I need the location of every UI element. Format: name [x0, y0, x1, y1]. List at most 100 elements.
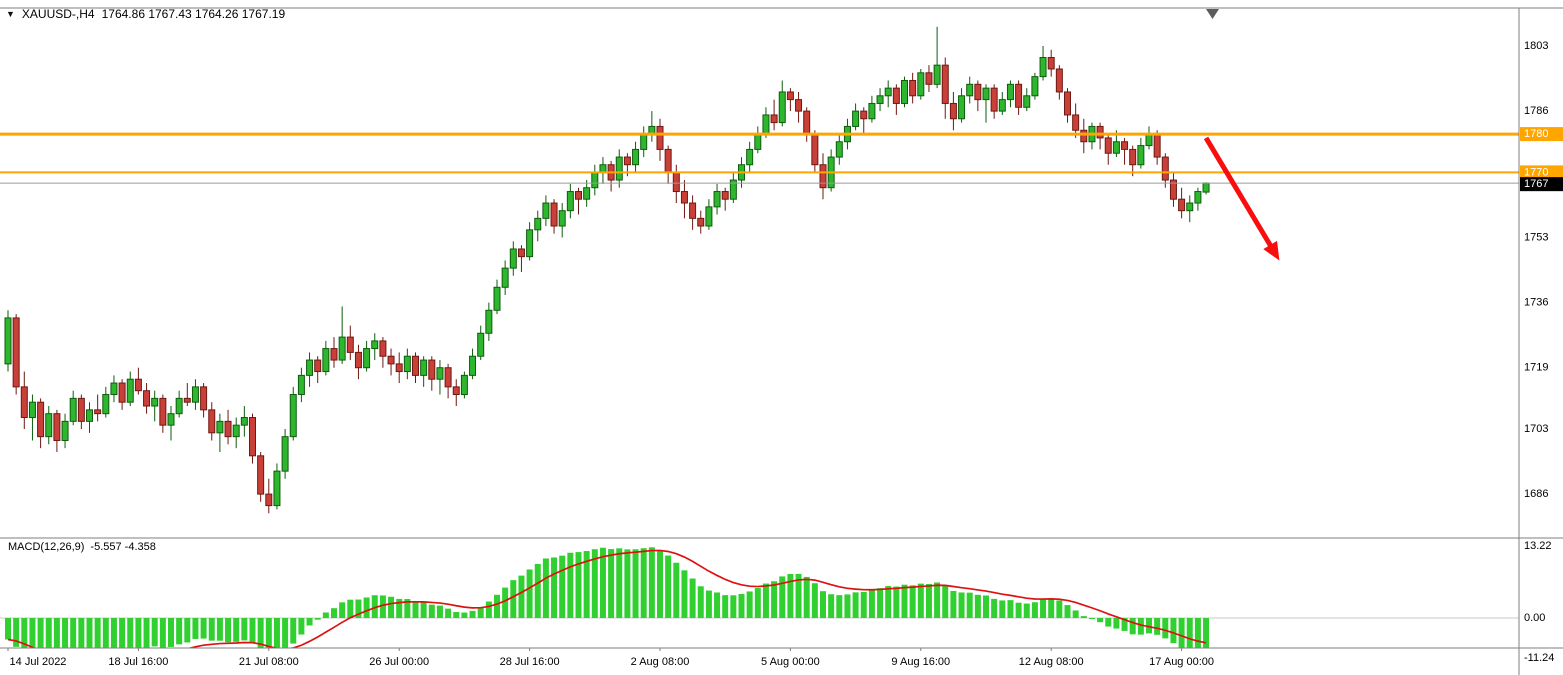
- macd-scale-min: -11.24: [1524, 652, 1554, 664]
- macd-indicator-label: MACD(12,26,9) -5.557 -4.358: [8, 541, 156, 553]
- candle-up: [933, 26, 941, 89]
- candle-down: [354, 344, 362, 380]
- macd-name: MACD(12,26,9): [8, 541, 85, 553]
- symbol-timeframe-label: XAUUSD-,H4: [21, 7, 95, 21]
- price-axis-label: 1703: [1524, 423, 1548, 435]
- candle-up: [273, 463, 281, 510]
- candle-up: [566, 183, 574, 219]
- price-axis-label: 1719: [1524, 362, 1548, 374]
- candle-down: [1015, 80, 1023, 115]
- symbol-dropdown-icon[interactable]: ▼: [6, 8, 15, 19]
- candle-up: [61, 413, 69, 449]
- candle-down: [53, 409, 61, 452]
- candle-up: [175, 390, 183, 418]
- candle-down: [118, 379, 126, 410]
- candle-down: [134, 367, 142, 395]
- candle-down: [12, 314, 20, 395]
- candle-down: [1161, 153, 1169, 188]
- candle-down: [892, 84, 900, 115]
- time-axis-label: 28 Jul 16:00: [500, 656, 560, 668]
- macd-values: -5.557 -4.358: [90, 541, 156, 553]
- candle-up: [1186, 195, 1194, 223]
- candle-down: [949, 91, 957, 131]
- candle-down: [680, 180, 688, 219]
- candle-up: [1023, 88, 1031, 112]
- candle-down: [1169, 172, 1177, 207]
- price-axis-label: 1786: [1524, 105, 1548, 117]
- candle-up: [713, 183, 721, 215]
- candle-down: [159, 394, 167, 433]
- candle-down: [314, 356, 322, 384]
- candle-down: [143, 383, 151, 414]
- level-price-tag-1780: 1780: [1520, 127, 1563, 142]
- candle-down: [224, 409, 232, 445]
- candle-up: [982, 84, 990, 123]
- candle-up: [281, 429, 289, 479]
- candle-down: [387, 348, 395, 376]
- candle-down: [257, 451, 265, 502]
- candle-up: [884, 80, 892, 108]
- candle-down: [819, 153, 827, 200]
- candle-up: [191, 379, 199, 410]
- candle-down: [689, 195, 697, 230]
- price-axis-label: 1686: [1524, 488, 1548, 500]
- time-axis-label: 17 Aug 00:00: [1149, 656, 1214, 668]
- time-axis-label: 12 Aug 08:00: [1019, 656, 1084, 668]
- candle-up: [28, 394, 36, 441]
- macd-scale[interactable]: 13.22 0.00 -11.24: [1524, 540, 1554, 664]
- candle-down: [183, 383, 191, 407]
- candle-up: [583, 180, 591, 207]
- candle-down: [925, 65, 933, 92]
- candle-down: [444, 363, 452, 399]
- candle-down: [1121, 137, 1129, 165]
- candle-down: [990, 84, 998, 119]
- candle-up: [542, 195, 550, 227]
- candle-up: [371, 333, 379, 361]
- candle-up: [86, 402, 93, 433]
- candle-up: [436, 360, 444, 395]
- svg-text:1770: 1770: [1524, 166, 1548, 178]
- candle-down: [379, 337, 387, 368]
- ohlc-readout: 1764.86 1767.43 1764.26 1767.19: [101, 7, 286, 21]
- candle-down: [428, 356, 436, 391]
- candle-up: [45, 406, 53, 445]
- candle-up: [485, 302, 493, 341]
- candle-down: [1055, 65, 1063, 100]
- chart-title-bar: ▼ XAUUSD-,H4 1764.86 1767.43 1764.26 176…: [6, 7, 285, 21]
- candle-down: [265, 478, 273, 514]
- macd-histogram: [5, 547, 1210, 648]
- svg-text:1780: 1780: [1524, 128, 1548, 140]
- price-axis-label: 1753: [1524, 232, 1548, 244]
- candle-up: [1006, 80, 1014, 108]
- candle-up: [338, 306, 346, 364]
- candle-up: [705, 199, 713, 230]
- candle-up: [216, 413, 224, 452]
- candle-down: [452, 379, 460, 407]
- candle-up: [240, 406, 248, 437]
- candle-down: [208, 402, 216, 441]
- candle-down: [974, 80, 982, 112]
- candle-down: [200, 383, 208, 418]
- trend-arrow[interactable]: [1203, 136, 1280, 261]
- candle-up: [998, 91, 1006, 115]
- candle-down: [550, 199, 558, 234]
- time-axis[interactable]: 14 Jul 2022 18 Jul 16:00 21 Jul 08:00 26 Ju…: [7, 648, 1214, 668]
- candle-down: [575, 187, 582, 215]
- candle-up: [322, 340, 330, 376]
- shift-end-marker-icon[interactable]: [1206, 9, 1219, 19]
- candle-up: [110, 375, 118, 403]
- candle-down: [697, 210, 705, 234]
- candle-down: [1178, 187, 1186, 219]
- candle-up: [1194, 187, 1202, 211]
- candle-up: [306, 352, 314, 387]
- candle-down: [517, 245, 525, 272]
- candle-down: [721, 187, 729, 211]
- candle-up: [151, 390, 159, 422]
- candle-down: [941, 57, 949, 119]
- candle-down: [795, 91, 803, 123]
- candle-up: [852, 103, 860, 131]
- candle-down: [1080, 118, 1088, 154]
- time-axis-label: 2 Aug 08:00: [631, 656, 690, 668]
